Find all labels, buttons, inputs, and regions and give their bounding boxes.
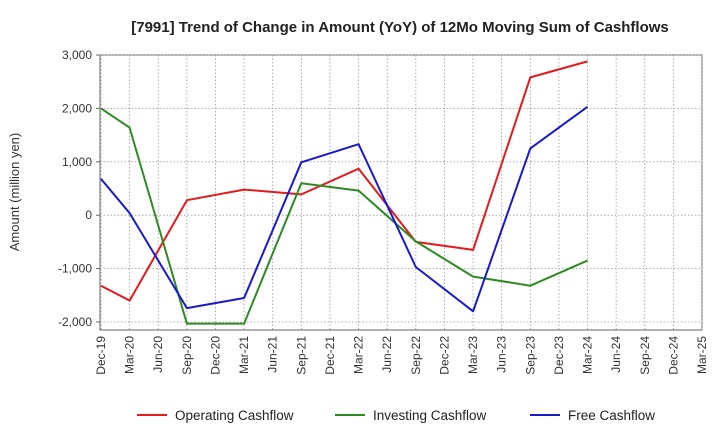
x-tick-label: Dec-20 [208,336,222,375]
x-tick-label: Dec-19 [94,336,108,375]
y-gridlines [96,54,702,323]
y-tick-labels: 3,000 2,000 1,000 0 -1,000 -2,000 [58,48,92,329]
y-tick-label: 0 [85,208,92,222]
series-lines [100,60,589,325]
x-tick-label: Jun-24 [609,336,623,373]
x-tick-label: Dec-22 [437,336,451,375]
legend-label: Free Cashflow [568,408,655,423]
x-tick-label: Jun-20 [151,336,165,373]
legend-label: Investing Cashflow [373,408,487,423]
x-tick-label: Sep-22 [409,336,423,375]
x-tick-label: Jun-23 [495,336,509,373]
x-tick-label: Jun-21 [266,336,280,373]
x-tick-label: Mar-22 [352,336,366,374]
series-line-investing-cashflow [100,107,588,325]
x-tick-label: Sep-24 [638,336,652,375]
chart-title: [7991] Trend of Change in Amount (YoY) o… [131,19,669,36]
x-tick-label: Mar-25 [695,336,709,374]
y-tick-label: 1,000 [62,155,92,169]
y-tick-label: -1,000 [58,262,92,276]
y-axis-label: Amount (million yen) [7,133,22,252]
y-tick-label: -2,000 [58,315,92,329]
legend-label: Operating Cashflow [175,408,294,423]
x-tick-label: Mar-23 [466,336,480,374]
x-tick-labels: Dec-19 Mar-20 Jun-20 Sep-20 Dec-20 Mar-21 Jun-… [94,336,709,375]
x-tick-label: Mar-20 [123,336,137,374]
x-tick-label: Dec-21 [323,336,337,375]
y-tick-label: 3,000 [62,48,92,62]
plot-area [99,54,703,331]
legend-item: Free Cashflow [530,408,655,423]
x-tick-label: Sep-23 [523,336,537,375]
x-tick-label: Sep-20 [180,336,194,375]
series-line-operating-cashflow [100,60,588,302]
x-tick-label: Mar-24 [581,336,595,374]
x-tick-label: Sep-21 [294,336,308,375]
legend-item: Investing Cashflow [335,408,487,423]
y-tick-label: 2,000 [62,101,92,115]
x-tick-label: Mar-21 [237,336,251,374]
x-tick-label: Jun-22 [380,336,394,373]
x-tick-label: Dec-24 [666,336,680,375]
legend: Operating Cashflow Investing Cashflow Free… [137,408,655,423]
x-tick-label: Dec-23 [552,336,566,375]
legend-item: Operating Cashflow [137,408,294,423]
series-line-free-cashflow [100,105,589,313]
